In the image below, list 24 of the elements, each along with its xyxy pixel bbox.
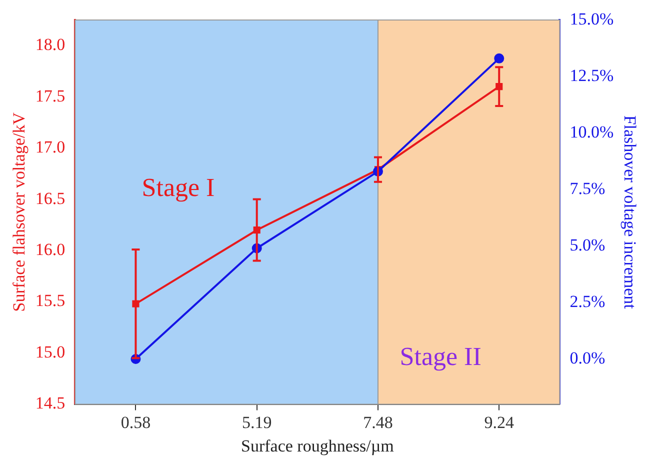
y2-tick-label: 0.0% — [570, 348, 606, 368]
x-axis-title: Surface roughness/µm — [241, 436, 394, 456]
y2-axis-title: Flashover voltage increment — [620, 115, 640, 310]
y2-tick-label: 15.0% — [570, 9, 614, 28]
y-tick-label: 15.0 — [35, 342, 66, 362]
x-tick-label: 7.48 — [363, 412, 393, 432]
y-tick-label: 16.5 — [35, 188, 66, 208]
band-label: Stage I — [142, 172, 215, 202]
x-tick-label: 9.24 — [484, 412, 514, 432]
y-tick-label: 17.0 — [35, 138, 66, 157]
y-tick-label: 18.0 — [35, 35, 66, 54]
y-axis-title: Surface flahsover voltage/kV — [10, 112, 29, 312]
y-tick-label: 17.5 — [35, 86, 66, 106]
y2-tick-label: 7.5% — [570, 178, 606, 198]
x-tick-label: 5.19 — [242, 412, 272, 432]
y2-tick-label: 5.0% — [570, 235, 606, 254]
y2-tick-label: 12.5% — [570, 66, 614, 85]
y-tick-label: 16.0 — [35, 240, 66, 259]
x-tick-label: 0.58 — [120, 412, 151, 432]
band-label: Stage II — [400, 342, 482, 371]
y2-tick-label: 10.0% — [570, 122, 614, 142]
y2-tick-label: 2.5% — [570, 292, 606, 311]
y-tick-label: 15.5 — [35, 291, 66, 310]
y-tick-label: 14.5 — [35, 394, 66, 413]
